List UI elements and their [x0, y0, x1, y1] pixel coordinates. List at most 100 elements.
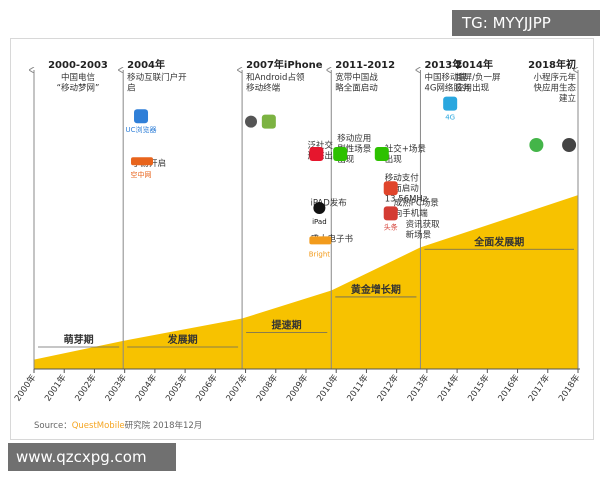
x-tick-label: 2016年 [496, 372, 523, 403]
icon-shape [131, 157, 154, 166]
icon-shape [134, 109, 149, 124]
apple-icon [245, 115, 258, 128]
x-tick-label: 2017年 [526, 372, 553, 403]
source-brand: QuestMobile [72, 421, 125, 431]
milestone-desc: “移动梦网” [57, 83, 100, 94]
watermark-top: TG: MYYJJPP [452, 10, 600, 36]
x-tick-label: 2012年 [375, 372, 402, 403]
icon-label: Bright [309, 250, 331, 258]
4g-icon: 4G [443, 96, 458, 122]
source-suffix: 研究院 2018年12月 [125, 420, 203, 431]
annotation-text: 社交+场景 [385, 144, 426, 155]
milestone-desc: 中国电信 [61, 72, 96, 83]
phase-label: 发展期 [167, 333, 198, 346]
milestone-desc: 建立 [559, 93, 577, 104]
phase-labels: 萌芽期 发展期 提速期 黄金增长期 全面发展期 [38, 235, 574, 348]
milestone-lines [34, 70, 579, 369]
milestone-desc: 4G网络服务 [424, 83, 470, 94]
milestone-desc: 宽带中国战 [335, 72, 378, 83]
milestone-desc: 应用出现 [455, 83, 490, 94]
icon-shape [443, 96, 458, 111]
area-layer [34, 195, 578, 369]
icon-label: 空中网 [131, 170, 152, 179]
annotation-text: 全面启动 [385, 183, 420, 194]
annotation-text: iPAD发布 [310, 198, 346, 209]
icon-shape [309, 147, 324, 161]
flipboard-icon [383, 181, 398, 196]
x-tick-label: 2008年 [254, 372, 281, 403]
mini-program-icon [529, 138, 544, 152]
source-note: Source：QuestMobile研究院 2018年12月 [34, 420, 202, 431]
annotation-text: 向手机端 [394, 208, 429, 219]
icon-label: 头条 [384, 222, 398, 231]
annotation-text: 成熟PC场景 [394, 198, 439, 209]
phase-label: 黄金增长期 [351, 283, 401, 296]
x-tick-label: 2004年 [133, 372, 160, 403]
phase-label: 萌芽期 [64, 333, 94, 346]
milestone-desc: 启 [127, 83, 136, 94]
milestone-desc: 小程序元年 [533, 72, 576, 83]
x-tick-label: 2001年 [42, 372, 69, 403]
annotation-text: 移动应用 [337, 133, 371, 144]
x-tick-label: 2002年 [73, 372, 100, 403]
icon-shape [529, 138, 544, 152]
icon-shape [261, 114, 276, 129]
icon-label: iPad [312, 218, 327, 226]
milestone-desc: 略全面启动 [335, 83, 378, 94]
uc-browser-icon: UC浏览器 [126, 109, 157, 134]
toutiao-icon: 头条 [383, 206, 398, 231]
icon-label: UC浏览器 [126, 125, 157, 134]
x-tick-label: 2013年 [405, 372, 432, 403]
phase-label: 提速期 [272, 318, 302, 331]
annotation-text: 13.56MHz [385, 194, 428, 204]
x-tick-label: 2003年 [103, 372, 130, 403]
milestone-title: 2011-2012 [335, 60, 395, 71]
weibo-icon [309, 147, 324, 161]
wechat-icon [333, 147, 348, 161]
phase-label: 全面发展期 [473, 235, 524, 248]
milestone-title: 2018年初 [528, 58, 576, 71]
android-icon [261, 114, 276, 129]
annotation-text: 出现 [385, 154, 403, 165]
icon-shape [309, 236, 332, 245]
milestone-desc: 中国移动建 [424, 72, 467, 83]
x-tick-label: 2000年 [12, 372, 39, 403]
milestone-desc: 移动互联门户开 [127, 72, 187, 83]
x-tick-label: 2018年 [556, 372, 583, 403]
x-tick-label: 2014年 [435, 372, 462, 403]
kong-zhong-logo: 空中网 [131, 157, 154, 179]
milestone-desc: 移动终端 [246, 83, 281, 94]
quick-app-icon [562, 138, 577, 152]
milestone-title: 2000-2003 [48, 60, 108, 71]
wechat-pay-icon [374, 147, 389, 161]
annotation-text: 盛大电子书 [310, 234, 353, 245]
x-tick-label: 2009年 [284, 372, 311, 403]
milestone-title: 2007年iPhone [246, 58, 323, 71]
milestone-title: 2004年 [127, 58, 165, 71]
icon-shape [313, 202, 326, 214]
x-tick-label: 2005年 [163, 372, 190, 403]
x-axis: 2000年 2001年 2002年 2003年 2004年 2005年 2006年 2007年… [12, 368, 583, 403]
milestone-desc: 快应用生态 [533, 83, 576, 94]
annotation-text: 泛社交 [307, 140, 333, 151]
x-tick-label: 2007年 [224, 372, 251, 403]
x-tick-label: 2010年 [314, 372, 341, 403]
icon-shape [333, 147, 348, 161]
icon-shape [245, 115, 258, 128]
x-tick-label: 2015年 [465, 372, 492, 403]
icon-shape [383, 181, 398, 196]
annotation-text: 形态出现 [307, 151, 342, 162]
milestone-desc: 首屏/负一屏 [455, 72, 501, 83]
icon-shape [374, 147, 389, 161]
growth-area [34, 195, 578, 369]
annotation-text: 资讯获取 [406, 219, 441, 230]
ipad-icon: iPad [312, 202, 327, 226]
icon-shape [562, 138, 577, 152]
milestone-title: 2014年 [455, 58, 493, 71]
milestone-desc: 和Android占领 [246, 72, 305, 83]
bright-logo: Bright [309, 236, 332, 258]
annotation-text: 刷性场景 [337, 143, 371, 154]
